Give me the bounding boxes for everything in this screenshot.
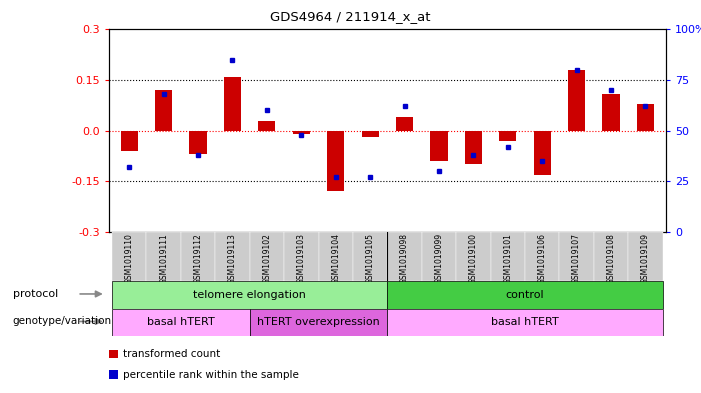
Bar (388, 281, 662, 309)
Bar (637, 104, 654, 130)
Bar (533, 130, 551, 174)
Bar (155, 90, 172, 130)
Text: basal hTERT: basal hTERT (147, 317, 215, 327)
Text: GDS4964 / 211914_x_at: GDS4964 / 211914_x_at (271, 10, 430, 23)
Text: GSM1019101: GSM1019101 (503, 233, 512, 284)
Text: protocol: protocol (13, 289, 58, 299)
Bar (284, 232, 318, 281)
Text: genotype/variation: genotype/variation (13, 316, 111, 327)
Bar (112, 232, 147, 281)
Bar (602, 94, 620, 130)
Text: GSM1019110: GSM1019110 (125, 233, 134, 284)
Bar (189, 130, 207, 154)
Text: GSM1019112: GSM1019112 (193, 233, 203, 284)
Text: GSM1019106: GSM1019106 (538, 233, 547, 285)
Text: telomere elongation: telomere elongation (193, 290, 306, 300)
Bar (628, 232, 662, 281)
Text: GSM1019102: GSM1019102 (262, 233, 271, 284)
Bar (499, 130, 517, 141)
Text: percentile rank within the sample: percentile rank within the sample (123, 369, 299, 380)
Bar (388, 232, 422, 281)
Bar (430, 130, 447, 161)
Text: GSM1019105: GSM1019105 (366, 233, 374, 285)
Bar (396, 117, 413, 130)
Bar (112, 309, 250, 336)
Bar (224, 77, 241, 130)
Bar (388, 309, 662, 336)
Text: GSM1019107: GSM1019107 (572, 233, 581, 285)
Bar (250, 232, 284, 281)
Bar (258, 121, 275, 130)
Text: transformed count: transformed count (123, 349, 220, 359)
Bar (594, 232, 628, 281)
Text: GSM1019108: GSM1019108 (606, 233, 615, 284)
Bar (568, 70, 585, 130)
Text: hTERT overexpression: hTERT overexpression (257, 317, 380, 327)
Bar (422, 232, 456, 281)
Bar (121, 130, 138, 151)
Text: GSM1019104: GSM1019104 (331, 233, 340, 285)
Bar (293, 130, 310, 134)
Text: GSM1019098: GSM1019098 (400, 233, 409, 285)
Text: GSM1019113: GSM1019113 (228, 233, 237, 284)
Bar (318, 232, 353, 281)
Text: GSM1019111: GSM1019111 (159, 233, 168, 284)
Bar (353, 232, 388, 281)
Bar (465, 130, 482, 164)
Text: basal hTERT: basal hTERT (491, 317, 559, 327)
Bar (215, 232, 250, 281)
Bar (250, 309, 387, 336)
Text: control: control (505, 290, 544, 300)
Bar (456, 232, 491, 281)
Bar (559, 232, 594, 281)
Bar (181, 232, 215, 281)
Text: GSM1019109: GSM1019109 (641, 233, 650, 285)
Text: GSM1019099: GSM1019099 (435, 233, 444, 285)
Bar (147, 232, 181, 281)
Bar (362, 130, 379, 138)
Bar (525, 232, 559, 281)
Bar (112, 281, 387, 309)
Bar (327, 130, 344, 191)
Bar (491, 232, 525, 281)
Text: GSM1019103: GSM1019103 (297, 233, 306, 285)
Text: GSM1019100: GSM1019100 (469, 233, 478, 285)
